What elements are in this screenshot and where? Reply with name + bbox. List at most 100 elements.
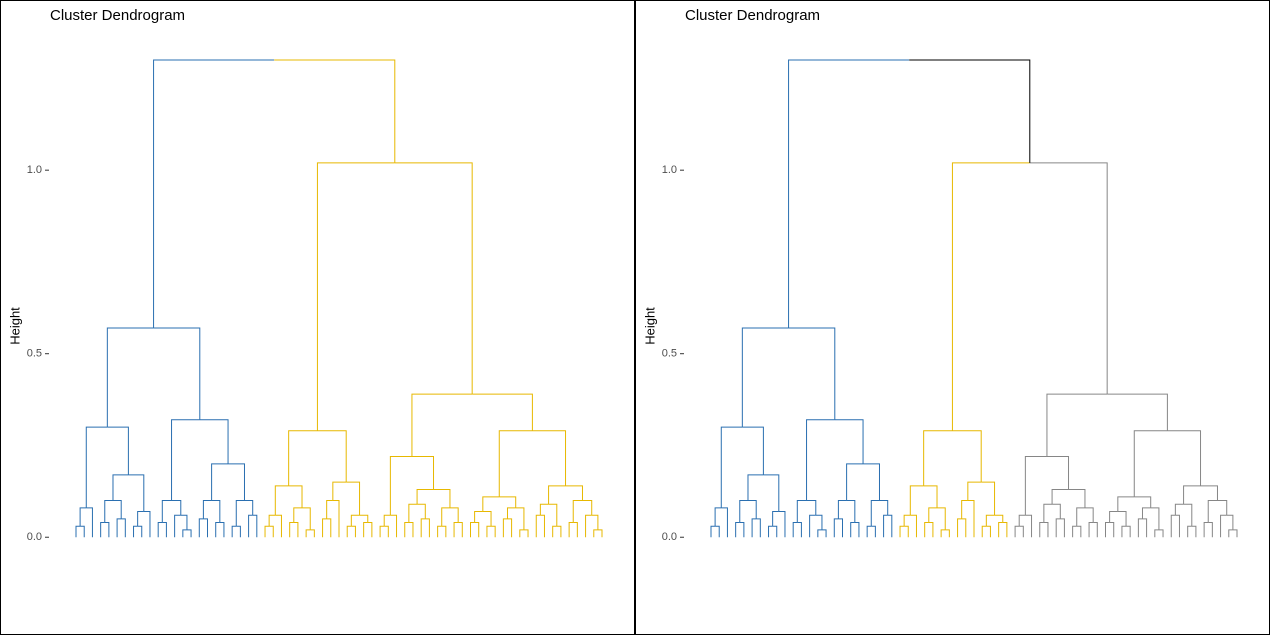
dendrogram-link	[1060, 518, 1065, 538]
dendrogram-link	[79, 507, 87, 527]
dendrogram-link	[924, 522, 929, 538]
dendrogram-link	[268, 514, 276, 527]
dendrogram-link	[219, 522, 225, 538]
dendrogram-link	[846, 500, 856, 523]
dendrogram-link	[837, 500, 847, 519]
dendrogram-link	[350, 514, 360, 527]
dendrogram-link	[1088, 522, 1094, 538]
dendrogram-link	[1107, 393, 1168, 431]
dendrogram-link	[305, 529, 311, 538]
dendrogram-link	[866, 525, 872, 538]
dendrogram-link	[507, 518, 513, 538]
dendrogram-link	[383, 514, 391, 527]
dendrogram-link	[310, 529, 315, 538]
dendrogram-link	[1200, 485, 1218, 501]
dendrogram-link	[359, 514, 369, 523]
dendrogram-link	[854, 522, 860, 538]
dendrogram-link	[143, 511, 151, 538]
dendrogram-link	[998, 522, 1003, 538]
dendrogram-link	[1025, 514, 1033, 538]
dendrogram-link	[772, 511, 779, 527]
dendrogram-link	[458, 522, 463, 538]
dendrogram-link	[957, 518, 962, 538]
dendrogram-link	[211, 463, 229, 501]
dendrogram-link	[106, 327, 154, 428]
dendrogram-link	[1121, 525, 1127, 538]
dendrogram-link	[532, 430, 567, 486]
dendrogram-link	[1029, 162, 1108, 395]
dendrogram-link	[1187, 525, 1192, 538]
dendrogram-link	[1191, 525, 1197, 538]
dendrogram-link	[449, 507, 459, 523]
dendrogram-link	[137, 511, 144, 527]
dendrogram-link	[128, 474, 145, 512]
dendrogram-link	[202, 500, 212, 519]
dendrogram-link	[720, 426, 743, 508]
dendrogram-link	[923, 430, 953, 486]
dendrogram-link	[433, 489, 451, 508]
dendrogram-link	[788, 327, 836, 420]
dendrogram-link	[735, 522, 740, 538]
dendrogram-link	[834, 419, 864, 464]
dendrogram-link	[293, 507, 303, 523]
dendrogram-link	[806, 419, 835, 501]
y-tick-label: 0.0	[27, 531, 42, 543]
dendrogram-link	[986, 525, 991, 538]
dendrogram-link	[75, 525, 81, 538]
dendrogram-link	[850, 522, 855, 538]
dendrogram-link	[379, 525, 385, 538]
dendrogram-link	[909, 485, 924, 516]
dendrogram-link	[1072, 525, 1077, 538]
dendrogram-link	[1109, 511, 1118, 523]
dendrogram-link	[411, 455, 435, 490]
dendrogram-link	[80, 525, 85, 538]
dendrogram-link	[1014, 525, 1020, 538]
dendrogram-link	[961, 518, 967, 538]
chart-title: Cluster Dendrogram	[685, 7, 820, 24]
dendrogram-link	[797, 522, 802, 538]
dendrogram-link	[274, 485, 289, 516]
dendrogram-link	[499, 496, 517, 508]
dendrogram-link	[815, 514, 823, 530]
dendrogram-link	[441, 507, 450, 527]
dendrogram-link	[274, 59, 396, 163]
dendrogram-link	[1126, 525, 1131, 538]
dendrogram-link	[502, 518, 508, 538]
dendrogram-link	[417, 503, 426, 519]
dendrogram-link	[710, 525, 716, 538]
dendrogram-link	[899, 525, 905, 538]
dendrogram-link	[809, 514, 816, 538]
dendrogram-link	[203, 518, 208, 538]
dendrogram-link	[182, 529, 187, 538]
dendrogram-link	[739, 500, 748, 523]
dendrogram-link	[199, 419, 229, 464]
dendrogram-link	[721, 507, 728, 538]
dendrogram-link	[367, 522, 373, 538]
dendrogram-link	[137, 525, 143, 538]
dendrogram-link	[887, 514, 893, 538]
dendrogram-link	[275, 514, 282, 538]
dendrogram-link	[1150, 507, 1160, 530]
dendrogram-link	[346, 525, 352, 538]
dendrogram-link	[100, 522, 105, 538]
dendrogram-link	[945, 529, 950, 538]
dendrogram-link	[994, 514, 1004, 523]
dendrogram-link	[404, 522, 409, 538]
dendrogram-link	[351, 525, 356, 538]
dendrogram-link	[806, 500, 817, 516]
dendrogram-link	[133, 525, 138, 538]
dendrogram-link	[215, 522, 220, 538]
dendrogram-link	[909, 59, 1031, 163]
dendrogram-link	[1134, 496, 1152, 508]
dendrogram-link	[293, 522, 299, 538]
dendrogram-link	[940, 529, 946, 538]
dendrogram-link	[952, 430, 982, 483]
dendrogram-link	[582, 500, 593, 516]
dendrogram-link	[474, 522, 480, 538]
dendrogram-link	[411, 393, 473, 457]
dendrogram-link	[394, 162, 473, 395]
y-tick-label: 1.0	[27, 164, 42, 176]
dendrogram-link	[474, 511, 483, 523]
dendrogram-link	[540, 514, 545, 538]
dendrogram-link	[332, 500, 340, 538]
